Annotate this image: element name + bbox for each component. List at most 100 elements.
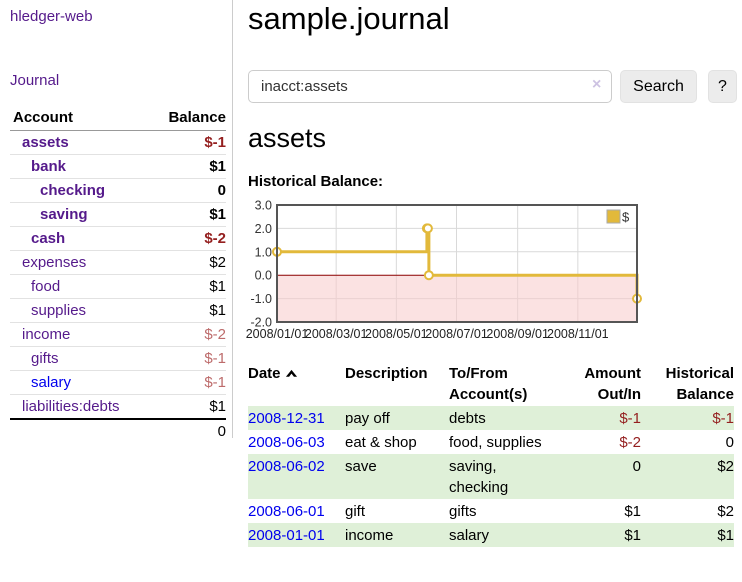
account-row: bank $1 — [10, 154, 226, 179]
sidebar-account-link[interactable]: bank — [31, 158, 67, 175]
register-table-body: 2008-12-31 pay off debts $-1 $-1 2008-06-03 ea… — [248, 406, 734, 547]
transaction-description: save — [345, 454, 449, 499]
account-column-header: Account — [10, 106, 150, 131]
sidebar-account-link[interactable]: cash — [31, 230, 66, 247]
account-balance: $1 — [149, 298, 226, 323]
sidebar-account-link[interactable]: assets — [22, 134, 69, 151]
account-row: expenses $2 — [10, 250, 226, 275]
account-name-cell: liabilities:debts — [10, 394, 150, 419]
sidebar-account-link[interactable]: food — [31, 278, 61, 295]
date-column-header[interactable]: Date — [248, 362, 345, 406]
transaction-date-cell: 2008-12-31 — [248, 406, 345, 430]
sidebar-account-link[interactable]: liabilities:debts — [22, 398, 120, 415]
account-row: cash $-2 — [10, 226, 226, 251]
svg-text:3.0: 3.0 — [255, 199, 272, 213]
account-row: liabilities:debts $1 — [10, 394, 226, 419]
accounts-total-balance: 0 — [149, 418, 226, 443]
account-name-cell: saving — [10, 202, 150, 227]
amount-column-header: Amount Out/In — [584, 365, 641, 403]
accounts-table: Account Balance assets $-1 bank $1 checking 0… — [10, 106, 226, 443]
transaction-balance: $-1 — [641, 406, 734, 430]
journal-nav: Journal — [10, 72, 59, 90]
transaction-date-link[interactable]: 2008-12-31 — [248, 410, 325, 427]
balance-column-header: Balance — [149, 106, 226, 131]
account-balance: $1 — [149, 274, 226, 299]
transaction-row: 2008-01-01 income salary $1 $1 — [248, 523, 734, 547]
clear-search-icon[interactable]: × — [592, 76, 602, 93]
sidebar-account-link[interactable]: gifts — [31, 350, 59, 367]
transaction-row: 2008-12-31 pay off debts $-1 $-1 — [248, 406, 734, 430]
transaction-description: pay off — [345, 406, 449, 430]
account-name-cell: assets — [10, 131, 149, 155]
transaction-date-cell: 2008-06-01 — [248, 499, 345, 523]
account-name-cell: supplies — [10, 298, 150, 323]
transaction-row: 2008-06-01 gift gifts $1 $2 — [248, 499, 734, 523]
transaction-date-link[interactable]: 2008-06-01 — [248, 503, 325, 520]
accounts-header-row: Account Balance — [10, 106, 226, 131]
chart-label: Historical Balance: — [248, 173, 384, 190]
help-button[interactable]: ? — [708, 70, 737, 103]
transaction-description: gift — [345, 503, 366, 520]
transaction-accounts: salary — [449, 523, 564, 547]
account-balance: $-2 — [149, 322, 226, 347]
app-title-link[interactable]: hledger-web — [10, 8, 93, 25]
app-title: hledger-web — [10, 8, 224, 26]
accounts-table-body: assets $-1 bank $1 checking 0 saving $1 cash $-2 e… — [10, 131, 226, 419]
transaction-description: eat & shop — [345, 434, 417, 451]
account-row: salary $-1 — [10, 370, 226, 395]
svg-text:2.0: 2.0 — [255, 222, 272, 236]
page-title: sample.journal — [248, 1, 450, 36]
transaction-date-cell: 2008-01-01 — [248, 523, 345, 547]
register-header-row: Date Description To/From Account(s) Amou… — [248, 362, 734, 406]
transaction-amount: 0 — [564, 454, 641, 499]
svg-text:2008/07/01: 2008/07/01 — [425, 327, 488, 341]
svg-text:2008/03/01: 2008/03/01 — [305, 327, 368, 341]
sidebar: hledger-web Journal Account Balance asse… — [0, 0, 233, 443]
account-name-cell: gifts — [10, 346, 150, 371]
account-name-cell: expenses — [10, 250, 150, 275]
account-heading: assets — [248, 123, 327, 153]
transaction-accounts: gifts — [449, 503, 477, 520]
account-row: income $-2 — [10, 322, 226, 347]
sidebar-account-link[interactable]: expenses — [22, 254, 87, 271]
account-balance: 0 — [149, 178, 226, 203]
register-table: Date Description To/From Account(s) Amou… — [248, 362, 734, 547]
svg-text:$: $ — [622, 210, 630, 225]
transaction-accounts: debts — [449, 406, 564, 430]
account-balance: $-1 — [149, 370, 226, 395]
journal-link[interactable]: Journal — [10, 72, 60, 89]
account-name-cell: food — [10, 274, 150, 299]
svg-text:-1.0: -1.0 — [250, 292, 272, 306]
account-name-cell: bank — [10, 154, 150, 179]
transaction-accounts: food, supplies — [449, 434, 542, 451]
transaction-balance: $1 — [641, 523, 734, 547]
search-input[interactable] — [248, 70, 612, 103]
account-row: supplies $1 — [10, 298, 226, 323]
transaction-amount: $1 — [564, 523, 641, 547]
sort-ascending-icon — [285, 363, 298, 384]
sidebar-account-link[interactable]: income — [22, 326, 71, 343]
account-balance: $1 — [149, 154, 226, 179]
account-row: assets $-1 — [10, 131, 226, 155]
transaction-amount: $-2 — [619, 434, 641, 451]
account-balance: $-1 — [204, 134, 226, 151]
account-balance: $-1 — [149, 346, 226, 371]
account-name-cell: checking — [10, 178, 150, 203]
description-column-header: Description — [345, 365, 428, 382]
sidebar-account-link[interactable]: salary — [31, 374, 72, 391]
search-button[interactable]: Search — [620, 70, 697, 103]
accounts-column-header: To/From Account(s) — [449, 365, 528, 403]
transaction-date-link[interactable]: 2008-06-03 — [248, 434, 325, 451]
transaction-amount: $1 — [624, 503, 641, 520]
sidebar-account-link[interactable]: supplies — [31, 302, 87, 319]
search-form: × Search ? — [248, 70, 738, 103]
account-row: food $1 — [10, 274, 226, 299]
transaction-date-link[interactable]: 2008-06-02 — [248, 458, 325, 475]
transaction-date-link[interactable]: 2008-01-01 — [248, 527, 325, 544]
sidebar-account-link[interactable]: checking — [40, 182, 106, 199]
sidebar-account-link[interactable]: saving — [40, 206, 88, 223]
svg-text:2008/01/01: 2008/01/01 — [246, 327, 308, 341]
svg-text:1.0: 1.0 — [255, 245, 272, 259]
transaction-row: 2008-06-03 eat & shop food, supplies $-2 0 — [248, 430, 734, 454]
